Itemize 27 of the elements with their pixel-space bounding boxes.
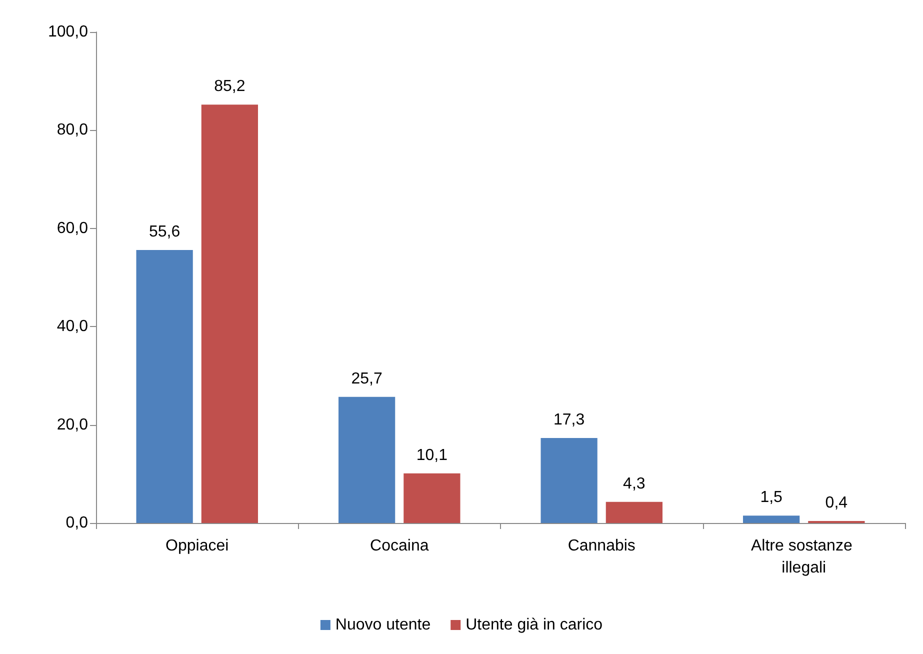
bar	[404, 473, 460, 523]
data-label: 1,5	[760, 489, 783, 506]
bar	[136, 250, 193, 523]
data-label: 25,7	[351, 370, 382, 388]
bar	[606, 502, 662, 523]
y-tick-label: 20,0	[56, 416, 88, 434]
bar	[201, 104, 258, 523]
x-tick-label: Altre sostanze illegali	[750, 538, 857, 576]
data-label: 4,3	[623, 475, 646, 492]
bar	[540, 438, 598, 523]
x-tick-label: Oppiacei	[166, 538, 229, 554]
data-label: 55,6	[148, 224, 180, 241]
y-tick-label: 60,0	[56, 220, 88, 237]
x-tick-label: Cannabis	[568, 538, 636, 554]
bar	[338, 396, 396, 523]
y-tick-label: 0,0	[66, 514, 88, 532]
data-label: 0,4	[825, 494, 848, 512]
y-tick-label: 80,0	[56, 122, 88, 139]
legend-label: Nuovo utente	[335, 616, 431, 634]
y-tick-label: 100,0	[48, 24, 88, 40]
bar	[743, 516, 800, 523]
data-label: 17,3	[553, 412, 585, 429]
data-label: 10,1	[416, 446, 448, 464]
legend-label: Utente già in carico	[466, 616, 603, 634]
y-tick-label: 40,0	[56, 318, 88, 336]
data-label: 85,2	[214, 78, 246, 96]
x-tick-label: Cocaina	[370, 538, 429, 554]
